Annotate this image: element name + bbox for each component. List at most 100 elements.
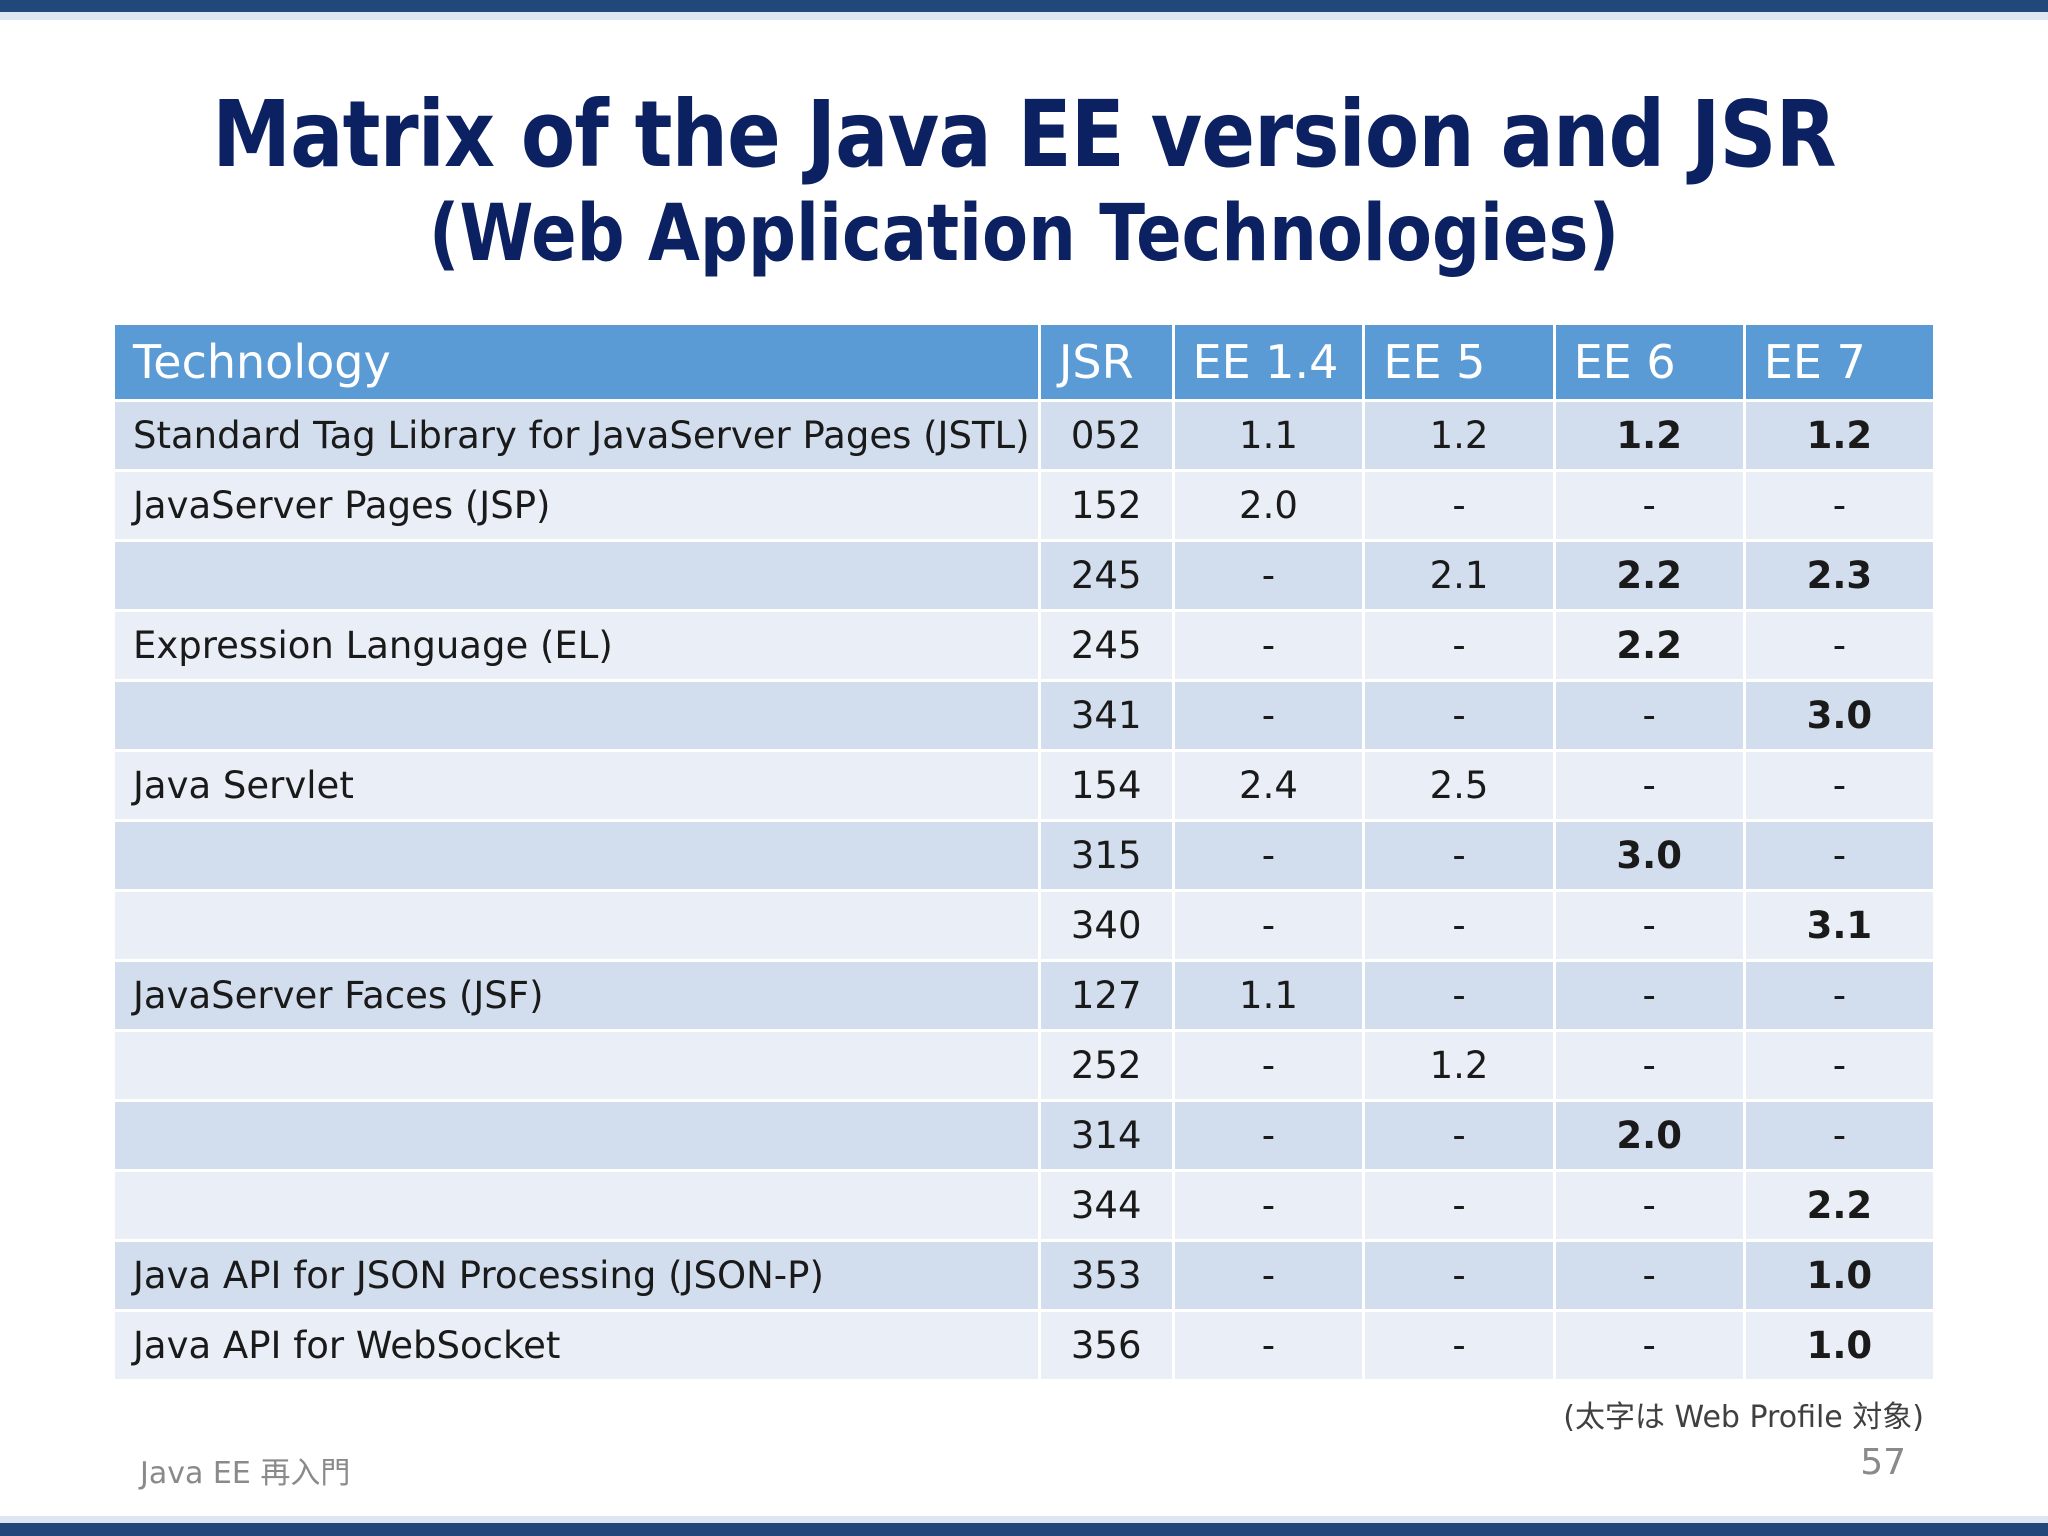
- cell-ee6: 2.2: [1555, 542, 1743, 609]
- cell-ee5: 1.2: [1365, 402, 1553, 469]
- cell-ee14: -: [1174, 822, 1363, 889]
- cell-ee7: 3.0: [1745, 682, 1933, 749]
- header-ee5: EE 5: [1365, 325, 1553, 399]
- cell-technology: [115, 822, 1038, 889]
- header-ee7: EE 7: [1745, 325, 1933, 399]
- cell-technology: [115, 542, 1038, 609]
- cell-ee6: -: [1555, 962, 1743, 1029]
- cell-technology: Java Servlet: [115, 752, 1038, 819]
- cell-jsr: 315: [1040, 822, 1172, 889]
- header-ee6: EE 6: [1555, 325, 1743, 399]
- cell-ee14: -: [1174, 1102, 1363, 1169]
- top-accent-bar: [0, 0, 2048, 20]
- cell-ee14: -: [1174, 612, 1363, 679]
- cell-technology: Java API for JSON Processing (JSON-P): [115, 1242, 1038, 1309]
- cell-ee14: -: [1174, 1242, 1363, 1309]
- table-body: Standard Tag Library for JavaServer Page…: [115, 402, 1933, 1379]
- cell-ee7: -: [1745, 612, 1933, 679]
- cell-ee5: -: [1365, 822, 1553, 889]
- table-row: JavaServer Faces (JSF) 127 1.1- - -: [115, 962, 1933, 1029]
- cell-technology: JavaServer Faces (JSF): [115, 962, 1038, 1029]
- table-row: Java Servlet 154 2.4 2.5- -: [115, 752, 1933, 819]
- table-header-row: Technology JSR EE 1.4 EE 5 EE 6 EE 7: [115, 325, 1933, 399]
- cell-ee14: 2.4: [1174, 752, 1363, 819]
- cell-ee14: -: [1174, 1172, 1363, 1239]
- cell-technology: [115, 1172, 1038, 1239]
- cell-ee7: -: [1745, 1032, 1933, 1099]
- cell-technology: Expression Language (EL): [115, 612, 1038, 679]
- table-row: 315- -3.0-: [115, 822, 1933, 889]
- table-row: 245-2.1 2.2 2.3: [115, 542, 1933, 609]
- cell-ee7: -: [1745, 1102, 1933, 1169]
- cell-ee5: -: [1365, 472, 1553, 539]
- header-ee14: EE 1.4: [1174, 325, 1363, 399]
- cell-jsr: 341: [1040, 682, 1172, 749]
- slide-subtitle: (Web Application Technologies): [428, 189, 1620, 279]
- cell-ee6: 1.2: [1555, 402, 1743, 469]
- cell-technology: JavaServer Pages (JSP): [115, 472, 1038, 539]
- cell-ee14: -: [1174, 682, 1363, 749]
- cell-ee7: 1.2: [1745, 402, 1933, 469]
- web-profile-note: (太字は Web Profile 対象): [1563, 1400, 1924, 1435]
- slide-title: Matrix of the Java EE version and JSR: [212, 81, 1836, 188]
- cell-ee14: -: [1174, 1032, 1363, 1099]
- page-number: 57: [1860, 1442, 1906, 1483]
- cell-ee5: -: [1365, 1312, 1553, 1379]
- cell-ee5: -: [1365, 892, 1553, 959]
- cell-jsr: 127: [1040, 962, 1172, 1029]
- cell-ee7: 1.0: [1745, 1242, 1933, 1309]
- cell-jsr: 052: [1040, 402, 1172, 469]
- cell-jsr: 314: [1040, 1102, 1172, 1169]
- cell-ee7: -: [1745, 822, 1933, 889]
- header-jsr: JSR: [1040, 325, 1172, 399]
- cell-ee6: 2.2: [1555, 612, 1743, 679]
- table-row: 341- - -3.0: [115, 682, 1933, 749]
- table-row: 314- -2.0-: [115, 1102, 1933, 1169]
- table-row: Java API for WebSocket 356- - -1.0: [115, 1312, 1933, 1379]
- cell-ee7: 2.2: [1745, 1172, 1933, 1239]
- cell-jsr: 353: [1040, 1242, 1172, 1309]
- header-technology: Technology: [115, 325, 1038, 399]
- cell-jsr: 252: [1040, 1032, 1172, 1099]
- footer-text: Java EE 再入門: [140, 1456, 351, 1491]
- cell-ee6: -: [1555, 752, 1743, 819]
- bottom-accent-bar: [0, 1516, 2048, 1536]
- cell-ee5: 2.1: [1365, 542, 1553, 609]
- cell-technology: Standard Tag Library for JavaServer Page…: [115, 402, 1038, 469]
- cell-ee14: 1.1: [1174, 962, 1363, 1029]
- cell-ee14: -: [1174, 892, 1363, 959]
- table-row: 252-1.2- -: [115, 1032, 1933, 1099]
- cell-jsr: 356: [1040, 1312, 1172, 1379]
- table-row: 344- - -2.2: [115, 1172, 1933, 1239]
- cell-technology: [115, 1102, 1038, 1169]
- cell-jsr: 152: [1040, 472, 1172, 539]
- cell-ee5: -: [1365, 682, 1553, 749]
- table-row: Expression Language (EL) 245- -2.2-: [115, 612, 1933, 679]
- cell-ee7: 1.0: [1745, 1312, 1933, 1379]
- cell-jsr: 245: [1040, 542, 1172, 609]
- cell-jsr: 340: [1040, 892, 1172, 959]
- cell-ee5: -: [1365, 1102, 1553, 1169]
- cell-technology: [115, 682, 1038, 749]
- cell-ee14: -: [1174, 542, 1363, 609]
- cell-ee7: 2.3: [1745, 542, 1933, 609]
- cell-jsr: 245: [1040, 612, 1172, 679]
- cell-ee5: -: [1365, 1242, 1553, 1309]
- cell-ee5: -: [1365, 612, 1553, 679]
- cell-jsr: 344: [1040, 1172, 1172, 1239]
- cell-ee6: -: [1555, 1032, 1743, 1099]
- cell-jsr: 154: [1040, 752, 1172, 819]
- cell-ee6: -: [1555, 1242, 1743, 1309]
- cell-ee5: 1.2: [1365, 1032, 1553, 1099]
- cell-ee6: -: [1555, 892, 1743, 959]
- cell-technology: [115, 892, 1038, 959]
- table-row: Java API for JSON Processing (JSON-P) 353…: [115, 1242, 1933, 1309]
- cell-technology: [115, 1032, 1038, 1099]
- cell-ee6: -: [1555, 1172, 1743, 1239]
- cell-ee5: -: [1365, 1172, 1553, 1239]
- cell-ee7: -: [1745, 752, 1933, 819]
- version-matrix-table: Technology JSR EE 1.4 EE 5 EE 6 EE 7 Sta…: [112, 322, 1936, 1382]
- table-row: Standard Tag Library for JavaServer Page…: [115, 402, 1933, 469]
- cell-ee6: -: [1555, 472, 1743, 539]
- cell-ee5: -: [1365, 962, 1553, 1029]
